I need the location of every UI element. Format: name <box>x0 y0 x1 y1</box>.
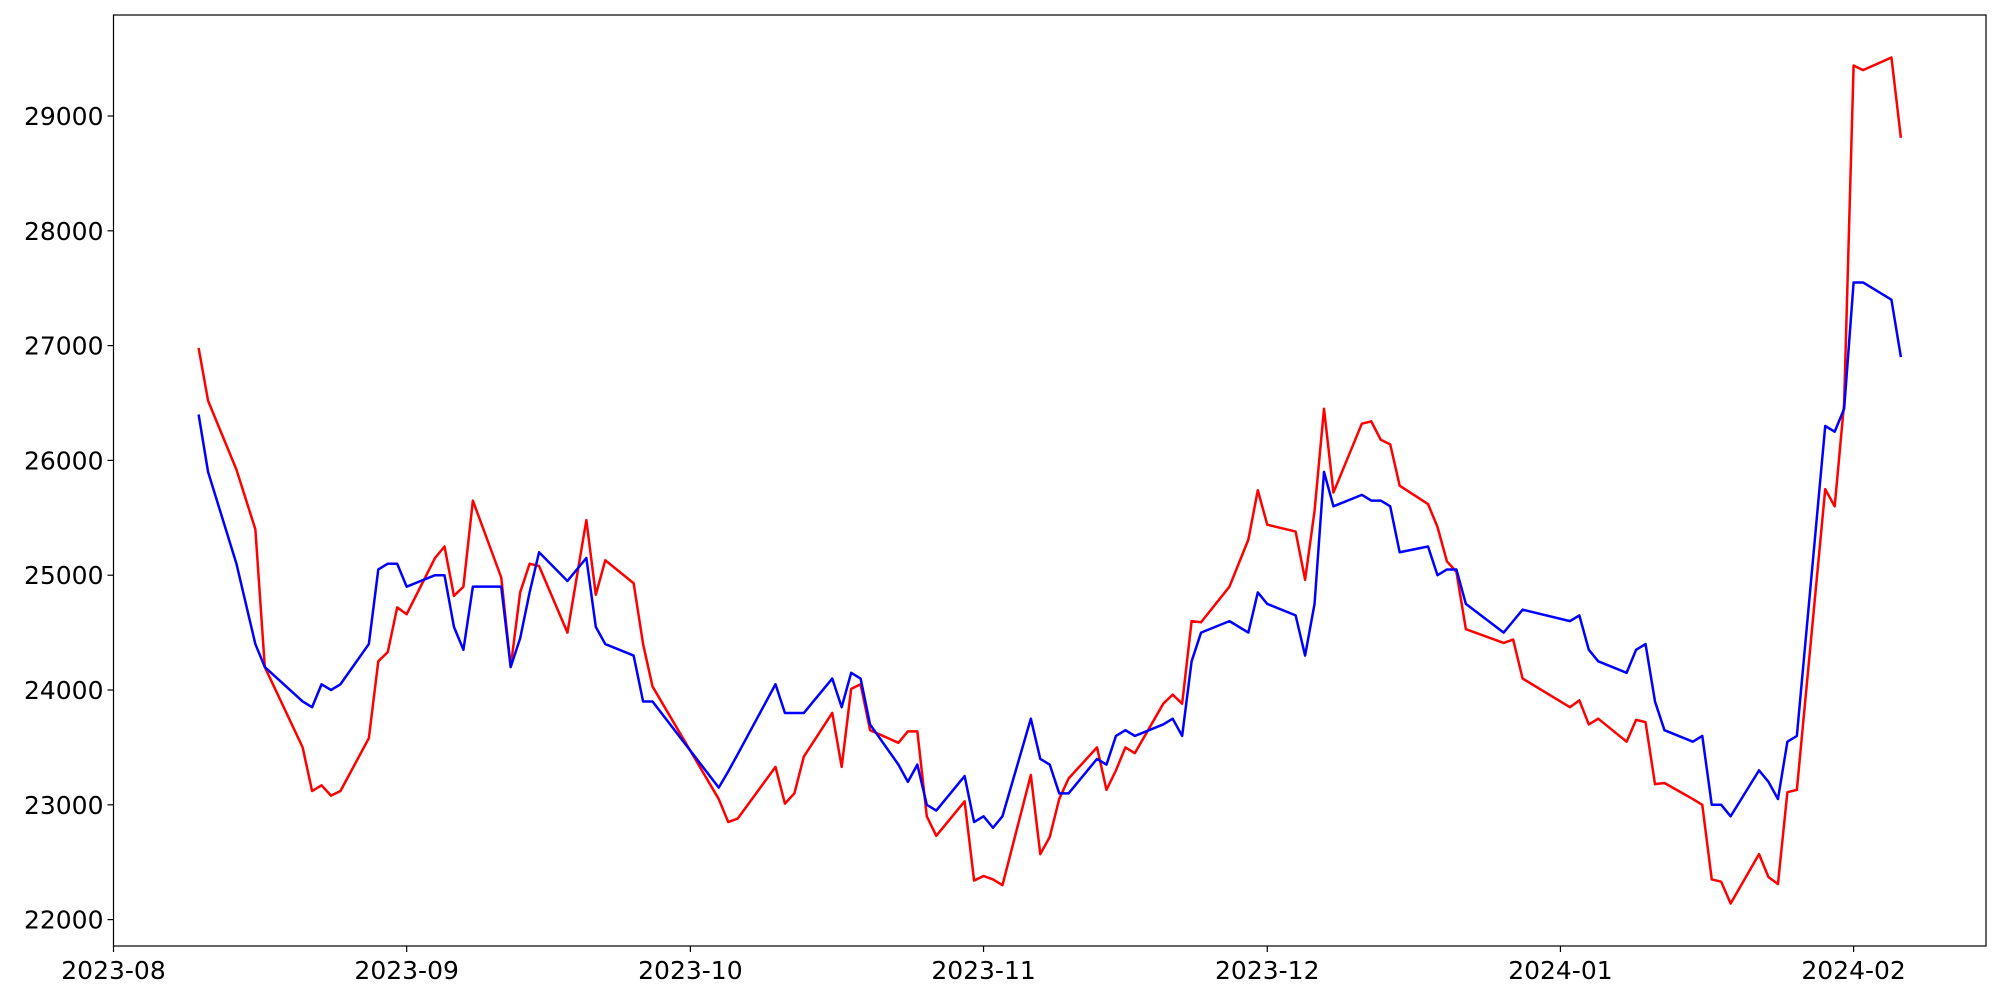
y-tick-label: 27000 <box>24 332 104 361</box>
x-tick-label: 2023-09 <box>354 956 458 985</box>
y-tick-label: 24000 <box>24 676 104 705</box>
plot-frame <box>112 14 1987 947</box>
y-tick-label: 26000 <box>24 446 104 475</box>
x-tick-label: 2024-01 <box>1508 956 1612 985</box>
x-tick-label: 2024-02 <box>1801 956 1905 985</box>
y-tick-label: 25000 <box>24 561 104 590</box>
y-tick-label: 28000 <box>24 217 104 246</box>
y-tick-label: 23000 <box>24 791 104 820</box>
x-tick-label: 2023-08 <box>61 956 165 985</box>
y-tick-label: 29000 <box>24 102 104 131</box>
y-tick-label: 22000 <box>24 906 104 935</box>
x-tick-label: 2023-11 <box>931 956 1035 985</box>
x-tick-label: 2023-10 <box>638 956 742 985</box>
line-series <box>197 56 1903 905</box>
line-series <box>197 281 1903 830</box>
x-tick-label: 2023-12 <box>1215 956 1319 985</box>
